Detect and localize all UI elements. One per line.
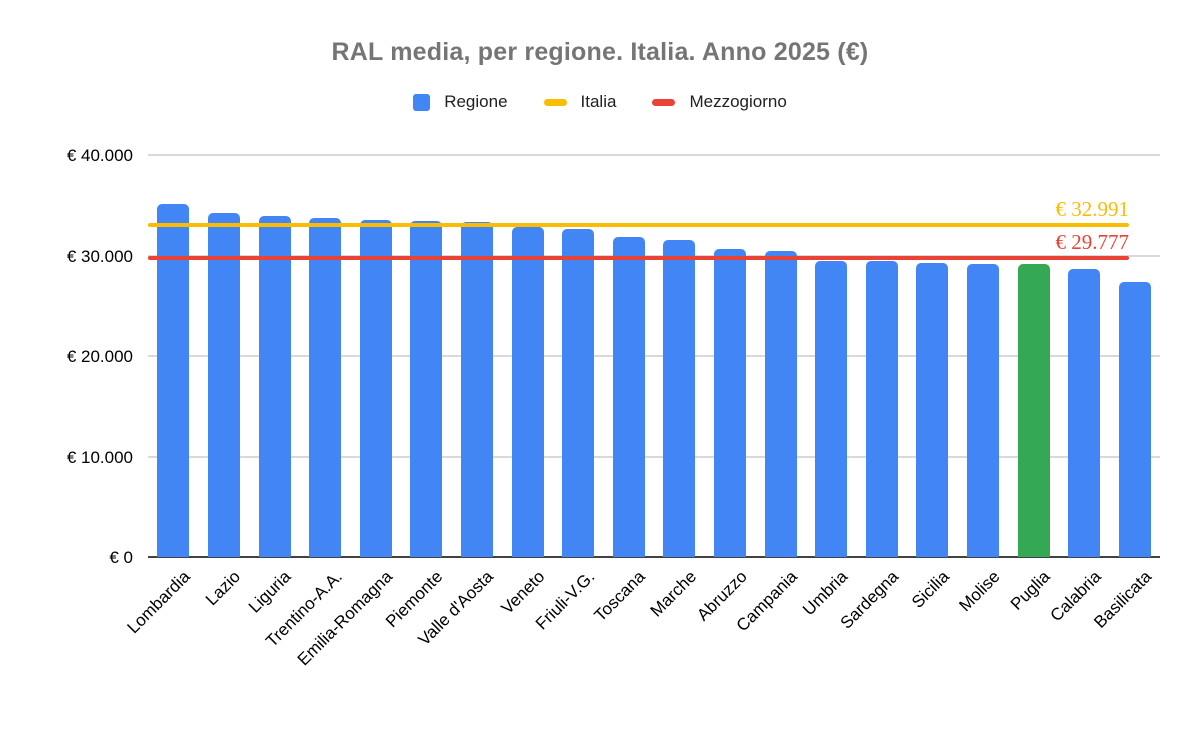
bar-lombardia (157, 204, 190, 557)
italia-reference-line (148, 223, 1129, 228)
gridline (148, 355, 1160, 357)
x-tick-label-marche: Marche (646, 567, 700, 621)
legend-item-regione: Regione (413, 92, 508, 112)
x-tick-label-puglia: Puglia (1007, 567, 1054, 614)
x-tick-label-lazio: Lazio (202, 567, 245, 610)
chart-legend: Regione Italia Mezzogiorno (0, 92, 1200, 112)
bar-piemonte (410, 220, 443, 557)
bar-friuli-v-g (562, 228, 595, 557)
y-tick-label: € 20.000 (66, 347, 133, 366)
x-tick-label-lombardia: Lombardia (123, 567, 194, 638)
gridline (148, 254, 1160, 257)
chart-title: RAL media, per regione. Italia. Anno 202… (331, 38, 869, 66)
x-tick-label-sicilia: Sicilia (907, 567, 953, 612)
plot-area: € 32.991 € 29.777 (148, 154, 1160, 558)
bar-veneto (511, 227, 544, 557)
legend-label: Regione (444, 92, 508, 111)
bar-sardegna (865, 261, 898, 557)
x-axis-baseline (148, 556, 1160, 558)
legend-item-italia: Italia (543, 92, 617, 112)
bar-umbria (815, 260, 848, 557)
mezzogiorno-reference-line (148, 255, 1129, 260)
italia-color-swatch-icon (543, 98, 567, 106)
bar-campania (764, 251, 797, 557)
gridline (148, 455, 1160, 458)
italia-value-annotation: € 32.991 (1055, 197, 1130, 222)
bar-puglia (1017, 263, 1050, 557)
legend-label: Italia (580, 92, 617, 111)
bar-liguria (258, 215, 291, 557)
legend-label: Mezzogiorno (689, 92, 787, 111)
bar-marche (663, 239, 696, 557)
y-tick-label: € 40.000 (66, 146, 133, 165)
bar-toscana (612, 236, 645, 557)
bar-basilicata (1118, 281, 1151, 557)
bar-valle-d-aosta (460, 221, 493, 557)
mezzogiorno-color-swatch-icon (652, 98, 676, 106)
bar-calabria (1068, 268, 1101, 557)
bar-trentino-a-a (309, 218, 342, 557)
legend-item-mezzogiorno: Mezzogiorno (652, 92, 787, 112)
mezzogiorno-value-annotation: € 29.777 (1055, 229, 1130, 254)
y-tick-label: € 0 (109, 548, 133, 567)
bar-sicilia (916, 262, 949, 557)
x-tick-label-molise: Molise (955, 567, 1004, 616)
bar-abruzzo (713, 249, 746, 557)
bar-molise (966, 264, 999, 557)
x-axis-labels: Lombardia Lazio Liguria Trentino-A.A. Emilia… (124, 567, 1160, 727)
y-axis-labels: € 0 € 10.000 € 20.000 € 30.000 € 40.000 (0, 147, 133, 566)
y-tick-label: € 30.000 (66, 246, 133, 266)
bar-emilia-romagna (359, 220, 392, 557)
bar-lazio (207, 213, 240, 557)
gridline (148, 154, 1160, 156)
regione-color-swatch-icon (413, 93, 431, 111)
x-tick-label-toscana: Toscana (590, 567, 650, 626)
y-tick-label: € 10.000 (66, 447, 133, 467)
